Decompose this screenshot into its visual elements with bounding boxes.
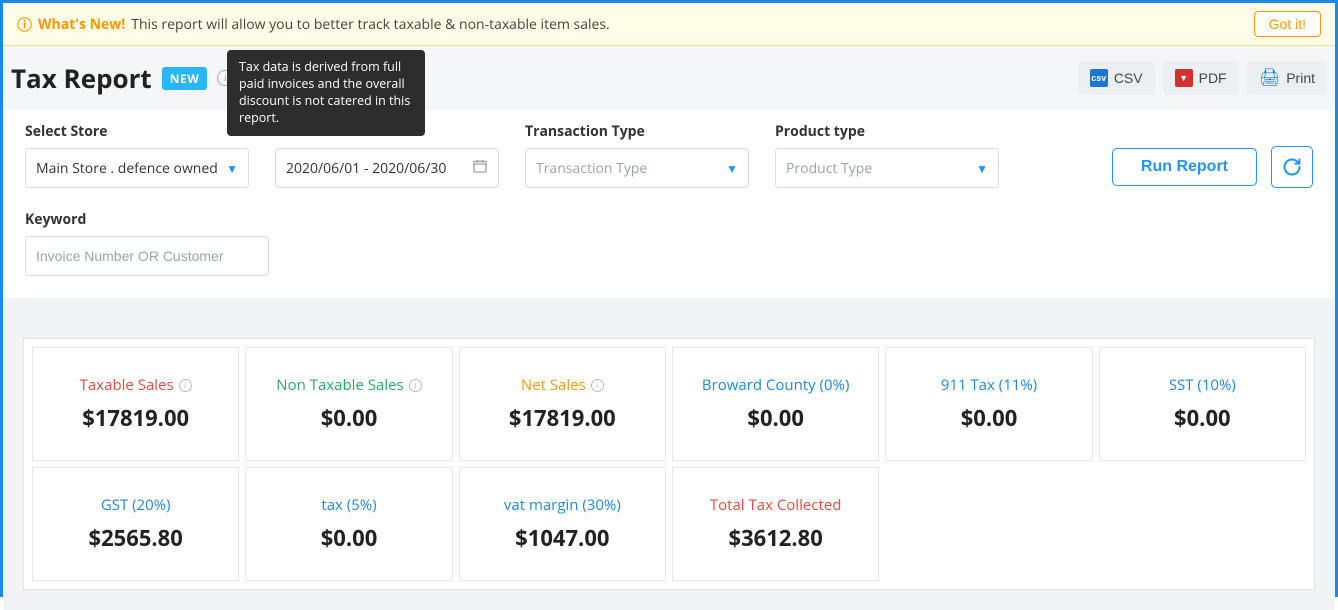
calendar-icon [472, 158, 488, 179]
card-label: Non Taxable Sales i [276, 375, 421, 395]
chevron-down-icon: ▼ [226, 160, 238, 177]
filters-panel: Select Store Main Store . defence owned … [3, 110, 1335, 298]
run-report-button[interactable]: Run Report [1112, 148, 1257, 186]
got-it-button[interactable]: Got it! [1254, 11, 1321, 37]
results-area: Taxable Sales i $17819.00 Non Taxable Sale… [3, 298, 1335, 610]
summary-card: Taxable Sales i $17819.00 [32, 347, 239, 461]
whats-new-banner: ⓘ What's New! This report will allow you… [3, 3, 1335, 46]
card-value: $1047.00 [515, 523, 609, 553]
card-label: Taxable Sales i [80, 375, 192, 395]
product-type-select[interactable]: Product Type ▼ [775, 148, 999, 188]
store-value: Main Store . defence owned [36, 159, 218, 178]
page-title: Tax Report [11, 60, 152, 96]
summary-card: Net Sales i $17819.00 [459, 347, 666, 461]
refresh-button[interactable] [1271, 146, 1313, 188]
summary-cards-grid: Taxable Sales i $17819.00 Non Taxable Sale… [32, 347, 1306, 581]
new-badge: NEW [162, 67, 208, 90]
date-value: 2020/06/01 - 2020/06/30 [286, 159, 446, 178]
summary-card: 911 Tax (11%) $0.00 [885, 347, 1092, 461]
csv-button[interactable]: csv CSV [1078, 61, 1155, 95]
card-value: $0.00 [747, 403, 804, 433]
pdf-button[interactable]: ▼ PDF [1163, 61, 1239, 95]
pdf-label: PDF [1199, 70, 1227, 86]
card-value: $0.00 [961, 403, 1018, 433]
csv-icon: csv [1090, 69, 1108, 87]
whats-new-label: What's New! [38, 15, 125, 34]
summary-card: Total Tax Collected $3612.80 [672, 467, 879, 581]
print-icon: 🖨 [1259, 68, 1281, 88]
chevron-down-icon: ▼ [976, 160, 988, 177]
summary-card: tax (5%) $0.00 [245, 467, 452, 581]
export-buttons: csv CSV ▼ PDF 🖨 Print [1078, 61, 1327, 95]
page-header: Tax Report NEW i Tax data is derived fro… [3, 46, 1335, 110]
refresh-icon [1282, 157, 1302, 177]
summary-card: GST (20%) $2565.80 [32, 467, 239, 581]
print-button[interactable]: 🖨 Print [1247, 61, 1327, 95]
txn-type-placeholder: Transaction Type [536, 159, 647, 178]
info-icon: ⓘ [17, 14, 32, 35]
summary-card: Broward County (0%) $0.00 [672, 347, 879, 461]
summary-card: Non Taxable Sales i $0.00 [245, 347, 452, 461]
store-label: Select Store [25, 122, 249, 141]
card-value: $17819.00 [509, 403, 616, 433]
summary-card: SST (10%) $0.00 [1099, 347, 1306, 461]
card-value: $0.00 [321, 403, 378, 433]
keyword-input[interactable] [36, 248, 258, 264]
summary-card: vat margin (30%) $1047.00 [459, 467, 666, 581]
transaction-type-select[interactable]: Transaction Type ▼ [525, 148, 749, 188]
info-icon[interactable]: i [591, 379, 604, 392]
card-label: tax (5%) [321, 495, 376, 515]
info-tooltip: Tax data is derived from full paid invoi… [227, 50, 425, 136]
card-label: 911 Tax (11%) [941, 375, 1037, 395]
card-value: $0.00 [321, 523, 378, 553]
store-select[interactable]: Main Store . defence owned ▼ [25, 148, 249, 188]
card-value: $17819.00 [82, 403, 189, 433]
print-label: Print [1286, 70, 1315, 86]
card-label: Total Tax Collected [710, 495, 842, 515]
product-type-placeholder: Product Type [786, 159, 872, 178]
txn-type-label: Transaction Type [525, 122, 749, 141]
card-label: Net Sales i [521, 375, 604, 395]
whats-new-text: This report will allow you to better tra… [131, 15, 1247, 34]
card-value: $2565.80 [89, 523, 183, 553]
chevron-down-icon: ▼ [726, 160, 738, 177]
date-range-input[interactable]: 2020/06/01 - 2020/06/30 [275, 148, 499, 188]
card-label: vat margin (30%) [504, 495, 621, 515]
card-label: Broward County (0%) [702, 375, 849, 395]
keyword-input-wrap [25, 236, 269, 276]
card-value: $0.00 [1174, 403, 1231, 433]
card-value: $3612.80 [728, 523, 822, 553]
card-label: SST (10%) [1169, 375, 1236, 395]
summary-cards-panel: Taxable Sales i $17819.00 Non Taxable Sale… [23, 338, 1315, 590]
info-icon[interactable]: i [179, 379, 192, 392]
keyword-label: Keyword [25, 210, 1313, 229]
product-type-label: Product type [775, 122, 999, 141]
info-icon[interactable]: i [409, 379, 422, 392]
csv-label: CSV [1114, 70, 1143, 86]
pdf-icon: ▼ [1175, 69, 1193, 87]
card-label: GST (20%) [101, 495, 171, 515]
